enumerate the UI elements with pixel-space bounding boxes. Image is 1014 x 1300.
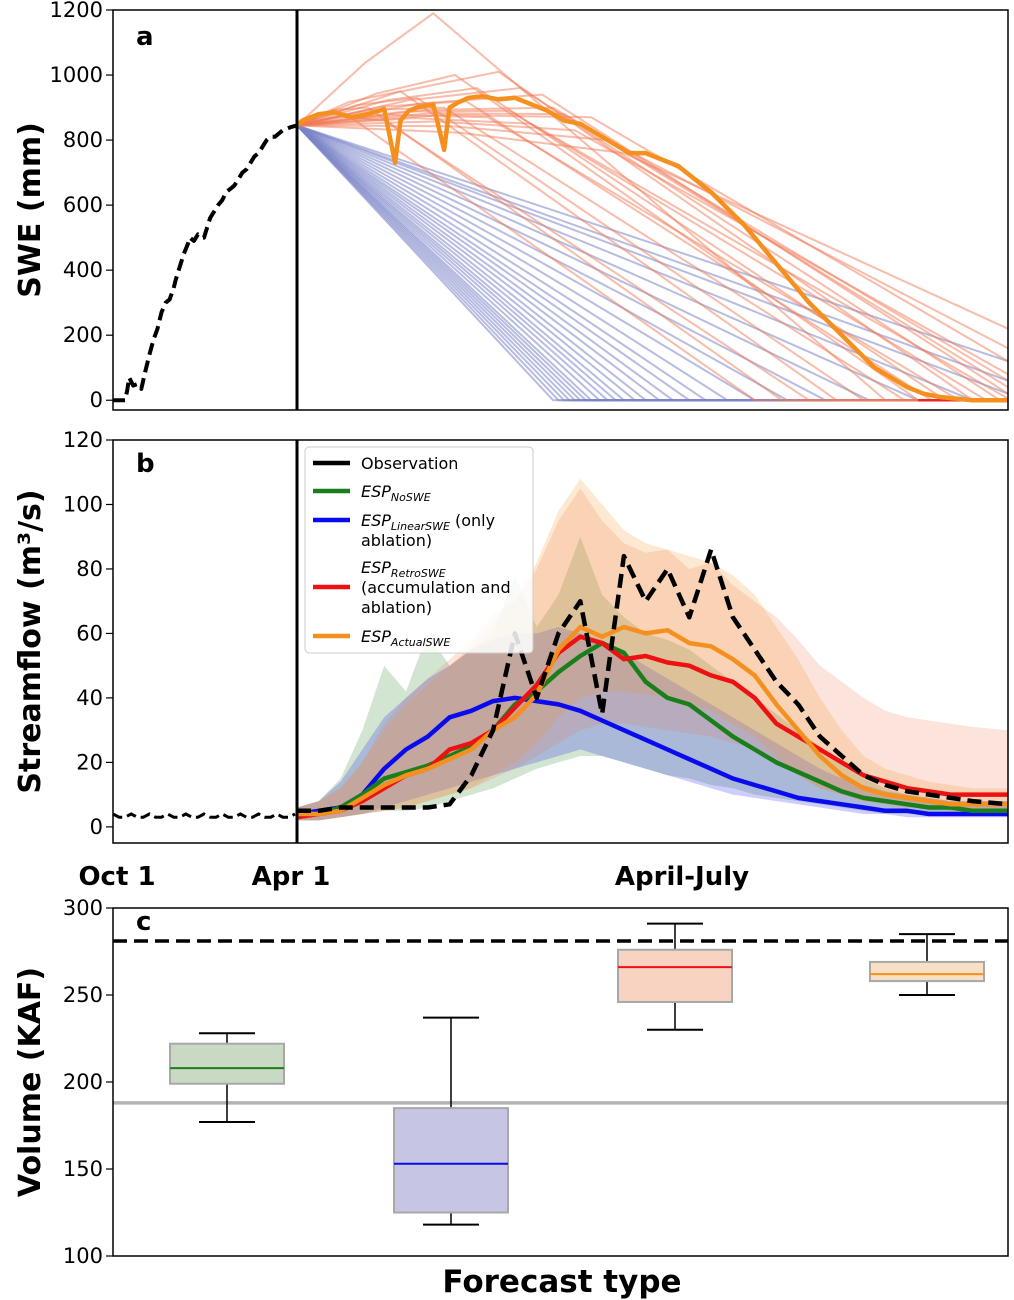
panel-b-ytick-label: 80 xyxy=(76,557,103,581)
panel-c-ytick-label: 150 xyxy=(63,1157,103,1181)
box-linear xyxy=(393,1016,509,1226)
panel-b-ytick-label: 120 xyxy=(63,428,103,452)
panel-b-ytick-label: 100 xyxy=(63,492,103,516)
panel-c-ylabel: Volume (KAF) xyxy=(13,967,48,1197)
panel-b-letter: b xyxy=(136,449,155,479)
panel-a-ytick-label: 1200 xyxy=(50,0,103,22)
panel-c-letter: c xyxy=(136,907,151,937)
ensemble-linear-trace xyxy=(296,124,1009,382)
band-nosweet xyxy=(297,536,1008,821)
series-actual xyxy=(297,624,1008,817)
ensemble-retro-trace xyxy=(296,100,1008,402)
panel-b-ylabel: Streamflow (m³/s) xyxy=(13,489,48,793)
panel-a-frame xyxy=(112,9,1009,411)
legend-label-actual: ESPActualSWE xyxy=(361,627,450,649)
ensemble-linear-trace xyxy=(296,124,1009,363)
series-observation xyxy=(297,547,1009,814)
panel-b-ytick-label: 40 xyxy=(76,686,103,710)
ensemble-linear-trace xyxy=(296,124,1009,395)
ensemble-retro-trace xyxy=(296,124,1009,350)
legend-label-nosweet: ESPNoSWE xyxy=(361,482,431,504)
panel-c-ytick-label: 250 xyxy=(63,983,103,1007)
panel-b-streamflow: 0 20 40 60 80 100 120 b Streamflow (m³/s) Observa… xyxy=(13,428,1009,844)
label-oct1: Oct 1 xyxy=(78,862,155,892)
series-nosweet xyxy=(297,640,1008,817)
iqr-box xyxy=(617,948,733,1003)
band-retro xyxy=(297,488,1008,821)
iqr-box xyxy=(393,1107,509,1214)
legend-label-linear: ESPLinearSWE (only xyxy=(361,511,495,533)
legend-box xyxy=(304,446,534,654)
panel-c-ytick-label: 200 xyxy=(63,1070,103,1094)
legend-label-linear-line2: ablation) xyxy=(361,531,432,550)
panel-a-swe: 0 200 400 600 800 1000 1200 a SWE (mm) xyxy=(13,0,1009,412)
panel-b-frame xyxy=(112,439,1009,844)
legend-label-retro-line2: (accumulation and xyxy=(361,578,511,597)
series-linear xyxy=(296,695,1008,817)
ensemble-retro-trace xyxy=(296,124,1009,330)
panel-c-ytick-label: 100 xyxy=(63,1244,103,1268)
ensemble-retro-trace xyxy=(296,112,1009,382)
ensemble-retro-trace xyxy=(296,120,1009,376)
box-nosweet xyxy=(169,1032,285,1124)
panel-a-ytick-label: 400 xyxy=(63,258,103,282)
panel-b-ytick-label: 60 xyxy=(76,621,103,645)
panel-b-ytick-label: 0 xyxy=(90,815,103,839)
panel-a-ytick-label: 0 xyxy=(90,388,103,412)
box-retro xyxy=(617,922,733,1031)
label-apr1: Apr 1 xyxy=(252,862,331,892)
legend-label-retro: ESPRetroSWE xyxy=(361,558,446,580)
ensemble-retro-trace xyxy=(296,106,1009,389)
iqr-box xyxy=(169,1042,285,1085)
observation-swe-line xyxy=(113,123,298,403)
actual-swe-line xyxy=(295,93,1008,403)
observation-pre-apr1 xyxy=(112,812,296,819)
panel-b-ytick-label: 20 xyxy=(76,750,103,774)
panel-a-ytick-label: 800 xyxy=(63,128,103,152)
legend-label-observation: Observation xyxy=(361,454,458,473)
legend-label-retro-line3: ablation) xyxy=(361,598,432,617)
panel-c-ytick-label: 300 xyxy=(63,896,103,920)
iqr-box xyxy=(869,960,985,983)
label-april-july: April-July xyxy=(615,862,749,892)
panel-a-ytick-label: 200 xyxy=(63,323,103,347)
panel-c-volume: 100 150 200 250 300 c Volume (KAF) Forecast typ… xyxy=(13,896,1009,1300)
ensemble-retro-trace xyxy=(296,96,1008,402)
panel-a-ytick-label: 1000 xyxy=(50,63,103,87)
box-actual xyxy=(869,933,985,996)
panel-a-ylabel: SWE (mm) xyxy=(13,122,48,298)
panel-c-xlabel: Forecast type xyxy=(442,1264,681,1300)
panel-a-ytick-label: 600 xyxy=(63,193,103,217)
panel-a-letter: a xyxy=(136,22,154,52)
band-actual xyxy=(297,478,1008,821)
